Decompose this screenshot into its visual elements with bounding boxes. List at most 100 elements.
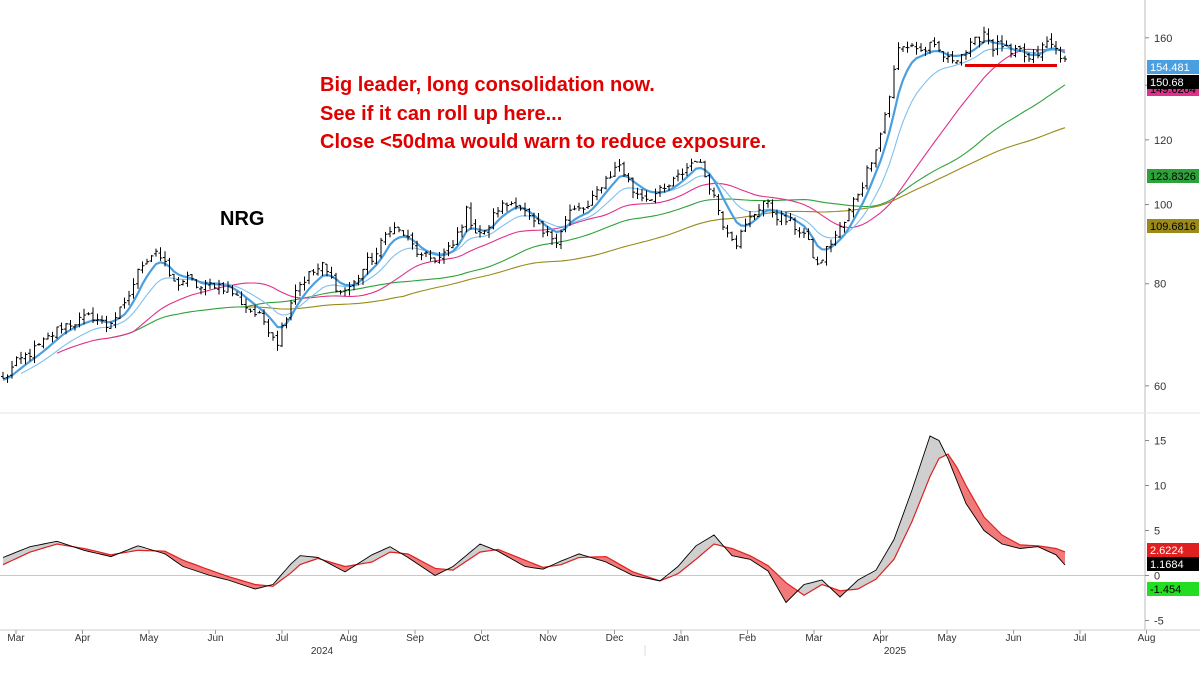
macd-fill-segment [696, 543, 701, 560]
macd-fill-segment [565, 557, 570, 563]
price-bar [716, 194, 721, 216]
macd-tick-label: 10 [1154, 481, 1166, 493]
price-bar [176, 276, 181, 291]
price-bar [865, 165, 869, 190]
price-bar [1018, 45, 1022, 52]
price-bar [464, 205, 469, 233]
month-label: Jun [1005, 633, 1021, 644]
price-bar [352, 279, 356, 291]
price-bar [541, 221, 545, 238]
price-bar [419, 252, 424, 261]
macd-fill-segment [579, 553, 584, 558]
annotation-line-1: Big leader, long consolidation now. [320, 74, 655, 96]
price-bar [374, 247, 379, 265]
price-bar [734, 235, 739, 250]
price-bar [32, 340, 37, 364]
ticker-title: NRG [220, 208, 264, 230]
macd-fill-segment [192, 563, 197, 571]
price-bar [496, 206, 500, 218]
price-bar [122, 297, 127, 309]
price-bar [896, 42, 901, 70]
price-bar [316, 263, 320, 276]
price-bar [977, 36, 982, 48]
price-bar [239, 291, 244, 306]
month-label: May [140, 633, 159, 644]
macd-fill-segment [777, 574, 782, 595]
price-bar [91, 307, 95, 323]
year-label: 2024 [311, 646, 334, 657]
price-bar [955, 60, 959, 64]
price-bar [905, 41, 910, 53]
price-bar [131, 278, 136, 299]
macd-fill-segment [453, 562, 458, 571]
price-bar [433, 257, 437, 264]
price-bar [788, 213, 793, 222]
price-bar [1063, 55, 1067, 63]
price-bar [982, 26, 986, 44]
price-bar [1000, 35, 1004, 52]
price-bar [937, 40, 941, 53]
month-label: Jan [673, 633, 689, 644]
price-bar [793, 217, 797, 235]
price-bar [37, 343, 41, 346]
price-bar [361, 268, 365, 286]
macd-tick-label: 0 [1154, 571, 1160, 583]
price-bar [658, 185, 662, 197]
macd-tick-label: 15 [1154, 436, 1166, 448]
macd-fill-segment [534, 563, 539, 569]
macd-fill-segment [880, 554, 885, 575]
price-bar [307, 270, 311, 285]
price-bar [923, 46, 928, 56]
price-bar [311, 268, 316, 276]
macd-fill-segment [1015, 542, 1020, 549]
price-bar [689, 158, 694, 172]
macd-fill-segment [673, 566, 678, 576]
price-bar [901, 46, 905, 53]
macd-fill-segment [133, 545, 138, 551]
price-bar [1049, 33, 1054, 49]
price-bar [874, 149, 878, 168]
macd-line [2, 435, 1066, 604]
price-bar [55, 326, 59, 339]
month-label: Sep [406, 633, 424, 644]
price-bar [262, 309, 266, 325]
annotation-line-2: See if it can roll up here... [320, 103, 562, 125]
price-bar [631, 177, 635, 199]
price-bar [230, 285, 235, 297]
price-tick-label: 80 [1154, 279, 1166, 291]
price-bar [851, 197, 856, 218]
price-bar [199, 286, 203, 295]
macd-fill-segment [921, 449, 926, 499]
price-bar [698, 158, 703, 163]
price-bar [802, 228, 806, 239]
macd-fill-segment [925, 436, 930, 488]
label-ema-fast: 154.481 [1147, 60, 1199, 74]
price-bar [325, 263, 329, 277]
label-ma200-text: 109.6816 [1150, 221, 1196, 233]
macd-fill-segment [340, 565, 345, 572]
price-bar [644, 190, 649, 202]
price-bar [266, 319, 271, 338]
macd-fill-segment [480, 544, 485, 553]
ma200-line [241, 127, 1066, 310]
year-label: 2025 [884, 646, 907, 657]
price-bar [757, 204, 761, 217]
price-bar [995, 35, 1000, 56]
month-label: Jun [207, 633, 223, 644]
price-bar [100, 315, 104, 324]
price-bar [50, 331, 55, 343]
label-ma200: 109.6816 [1147, 219, 1199, 233]
month-label: Dec [606, 633, 624, 644]
macd-fill-segment [835, 589, 840, 598]
price-bar [590, 190, 595, 206]
price-bar [451, 239, 455, 249]
macd-fill-segment [1056, 548, 1061, 560]
price-bar [1013, 44, 1018, 58]
price-bar [109, 321, 113, 329]
month-label: Jul [1074, 633, 1087, 644]
macd-fill-segment [772, 569, 777, 587]
price-bar [820, 259, 824, 264]
price-bar [860, 182, 865, 197]
price-bars-layer [1, 26, 1067, 383]
